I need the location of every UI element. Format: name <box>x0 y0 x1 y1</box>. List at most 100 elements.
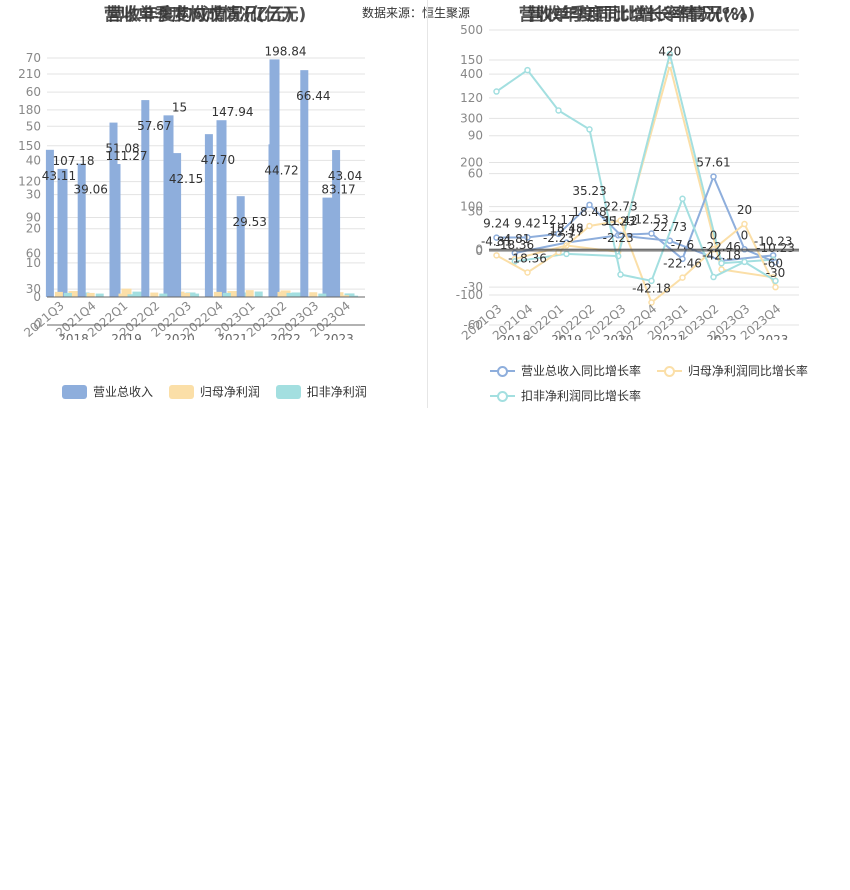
legend-swatch-revenue <box>62 384 87 399</box>
point-revenue-growth <box>617 231 624 239</box>
data-label: 107.18 <box>53 154 95 168</box>
point-net-profit-growth <box>679 274 686 281</box>
legend-item-net-profit-growth[interactable]: 归母净利润同比增长率 <box>656 360 808 382</box>
data-label: 18.48 <box>572 205 606 219</box>
point-net-profit-growth <box>493 252 500 259</box>
point-revenue-growth <box>493 234 500 241</box>
bar-deducted-profit <box>286 292 295 297</box>
data-label: 39.06 <box>74 183 108 197</box>
x-tick-label: 2020 <box>164 332 195 340</box>
series-line-revenue-growth <box>496 173 776 264</box>
legend-label-net-profit: 归母净利润 <box>199 385 260 399</box>
bar-deducted-profit <box>127 294 136 297</box>
bar-net-profit <box>68 291 79 297</box>
bar-deducted-profit <box>222 292 231 297</box>
data-label: 43.11 <box>42 169 76 183</box>
legend-swatch-net-profit-growth <box>656 364 682 378</box>
data-label: 66.44 <box>296 89 330 103</box>
bar-net-profit <box>213 291 222 297</box>
data-label: -4.81 <box>499 232 530 246</box>
series-line-deducted-profit-growth <box>495 68 777 282</box>
y-tick-label: 0 <box>475 242 483 256</box>
bar-net-profit <box>54 291 63 297</box>
data-label: -7.6 <box>671 238 694 252</box>
data-label: 44.72 <box>264 163 298 177</box>
legend-swatch-revenue-growth <box>490 364 515 378</box>
y-tick-label: 60 <box>26 246 41 260</box>
bar-net-profit <box>182 292 191 297</box>
point-net-profit-growth <box>718 266 725 273</box>
data-label: 0 <box>741 228 749 242</box>
bar-revenue <box>57 168 68 297</box>
x-tick-label: 2022 <box>270 332 301 340</box>
data-label: -30 <box>766 266 786 280</box>
x-tick-label: 2018 <box>500 333 531 340</box>
legend-item-deducted-profit[interactable]: 扣非净利润 <box>275 383 367 400</box>
point-deducted-profit-growth <box>710 273 717 281</box>
left-chart-title-quarterly: 营收单季度构成情况(亿元) <box>104 4 307 25</box>
bar-revenue <box>77 163 86 297</box>
y-tick-label: 50 <box>26 119 41 133</box>
y-tick-label: 70 <box>26 51 41 65</box>
y-tick-label: 0 <box>475 244 483 258</box>
x-tick-label: 2021 <box>655 333 686 340</box>
data-label: 57.61 <box>696 156 730 170</box>
bar-net-profit <box>150 292 159 297</box>
point-net-profit-growth <box>617 217 624 224</box>
point-deducted-profit-growth <box>666 51 674 58</box>
data-label: -42.18 <box>632 282 671 296</box>
y-tick-label: 300 <box>460 111 483 125</box>
point-deducted-profit-growth <box>563 250 570 258</box>
legend-item-revenue[interactable]: 营业总收入 <box>62 383 153 400</box>
data-label: 43.04 <box>328 169 362 183</box>
legend-label-revenue-growth: 营业总收入同比增长率 <box>521 364 642 378</box>
legend-label-deducted-profit: 扣非净利润 <box>306 385 367 399</box>
data-label: -42.18 <box>702 248 741 262</box>
data-label: 42.15 <box>169 172 203 186</box>
data-label: 0 <box>710 228 718 242</box>
right-chart-panel: 营收年度同比增长率情况(%) 营收单季度同比增长率情况(%) -4.81 18.4… <box>456 4 799 340</box>
data-label: 12.17 <box>549 224 583 238</box>
bar-deducted-profit <box>159 293 168 297</box>
data-label: 9.24 <box>483 217 510 231</box>
point-deducted-profit-growth <box>741 258 748 266</box>
legend-item-revenue-growth[interactable]: 营业总收入同比增长率 <box>490 360 641 382</box>
legend-item-deducted-profit-growth[interactable]: 扣非净利润同比增长率 <box>490 385 641 407</box>
x-tick-label: 2020 <box>603 333 634 340</box>
bar-revenue <box>141 100 150 297</box>
data-label: -2.23 <box>543 231 574 245</box>
data-label: 83.17 <box>321 183 355 197</box>
data-label: -60 <box>763 256 783 270</box>
x-tick-label: 2023 <box>323 332 354 340</box>
bar-revenue <box>173 153 182 297</box>
bar-deducted-profit <box>254 291 263 297</box>
point-deducted-profit-growth <box>718 259 725 267</box>
y-tick-label: 210 <box>18 67 41 81</box>
data-label: 35.23 <box>601 214 635 228</box>
bar-deducted-profit <box>185 292 196 297</box>
y-tick-label: -60 <box>463 318 483 332</box>
panel-divider <box>427 0 428 408</box>
point-revenue-growth <box>648 230 655 237</box>
left-legend: 营业总收入 归母净利润 扣非净利润 <box>62 383 379 402</box>
data-label: -4.81 <box>481 234 512 248</box>
data-label: 9.42 <box>514 216 541 230</box>
left-chart-panel: 营收年度构成情况(亿元) 营收单季度构成情况(亿元) 107.18 111.27 1… <box>18 4 365 340</box>
y-tick-label: 90 <box>26 210 41 224</box>
legend-item-net-profit[interactable]: 归母净利润 <box>168 383 260 400</box>
data-label: 47.70 <box>201 153 235 167</box>
right-legend: 营业总收入同比增长率 归母净利润同比增长率 扣非净利润同比增长率 <box>490 360 830 410</box>
y-tick-label: 180 <box>18 103 41 117</box>
y-tick-label: 0 <box>33 290 41 304</box>
point-deducted-profit-growth <box>617 271 624 278</box>
y-tick-label: 200 <box>460 156 483 170</box>
point-revenue-growth <box>555 230 562 238</box>
y-tick-label: 40 <box>26 153 41 167</box>
legend-label-revenue: 营业总收入 <box>93 385 154 399</box>
point-deducted-profit-growth <box>511 258 519 265</box>
data-label: -22.46 <box>702 240 741 254</box>
bar-net-profit <box>277 291 286 297</box>
bar-revenue <box>332 150 341 297</box>
data-label: 29.53 <box>233 215 267 229</box>
bar-revenue <box>45 149 54 297</box>
